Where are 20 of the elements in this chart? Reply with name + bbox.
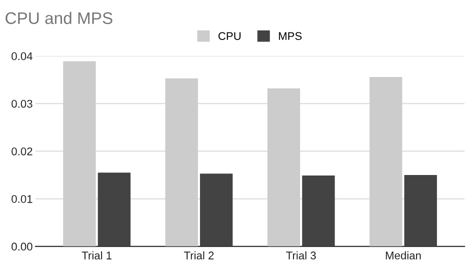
bar [404, 175, 437, 246]
bar [165, 78, 198, 246]
x-tick-label: Trial 3 [286, 251, 316, 260]
y-tick-label: 0.00 [12, 242, 32, 251]
y-tick-label: 0.01 [12, 195, 32, 203]
bar [98, 172, 131, 246]
bar [200, 174, 233, 246]
x-tick-label: Median [386, 251, 421, 260]
bar [63, 61, 96, 246]
y-tick-label: 0.03 [12, 100, 32, 108]
legend-label: MPS [278, 32, 302, 40]
chart-title: CPU and MPS [6, 12, 112, 24]
x-tick-label: Trial 2 [184, 251, 214, 260]
y-tick-label: 0.04 [12, 52, 32, 60]
legend-label: CPU [218, 32, 241, 40]
y-tick-label: 0.02 [12, 147, 32, 156]
x-tick-label: Trial 1 [82, 251, 112, 260]
bar [267, 88, 300, 246]
bar [370, 76, 402, 246]
bar [302, 175, 335, 246]
